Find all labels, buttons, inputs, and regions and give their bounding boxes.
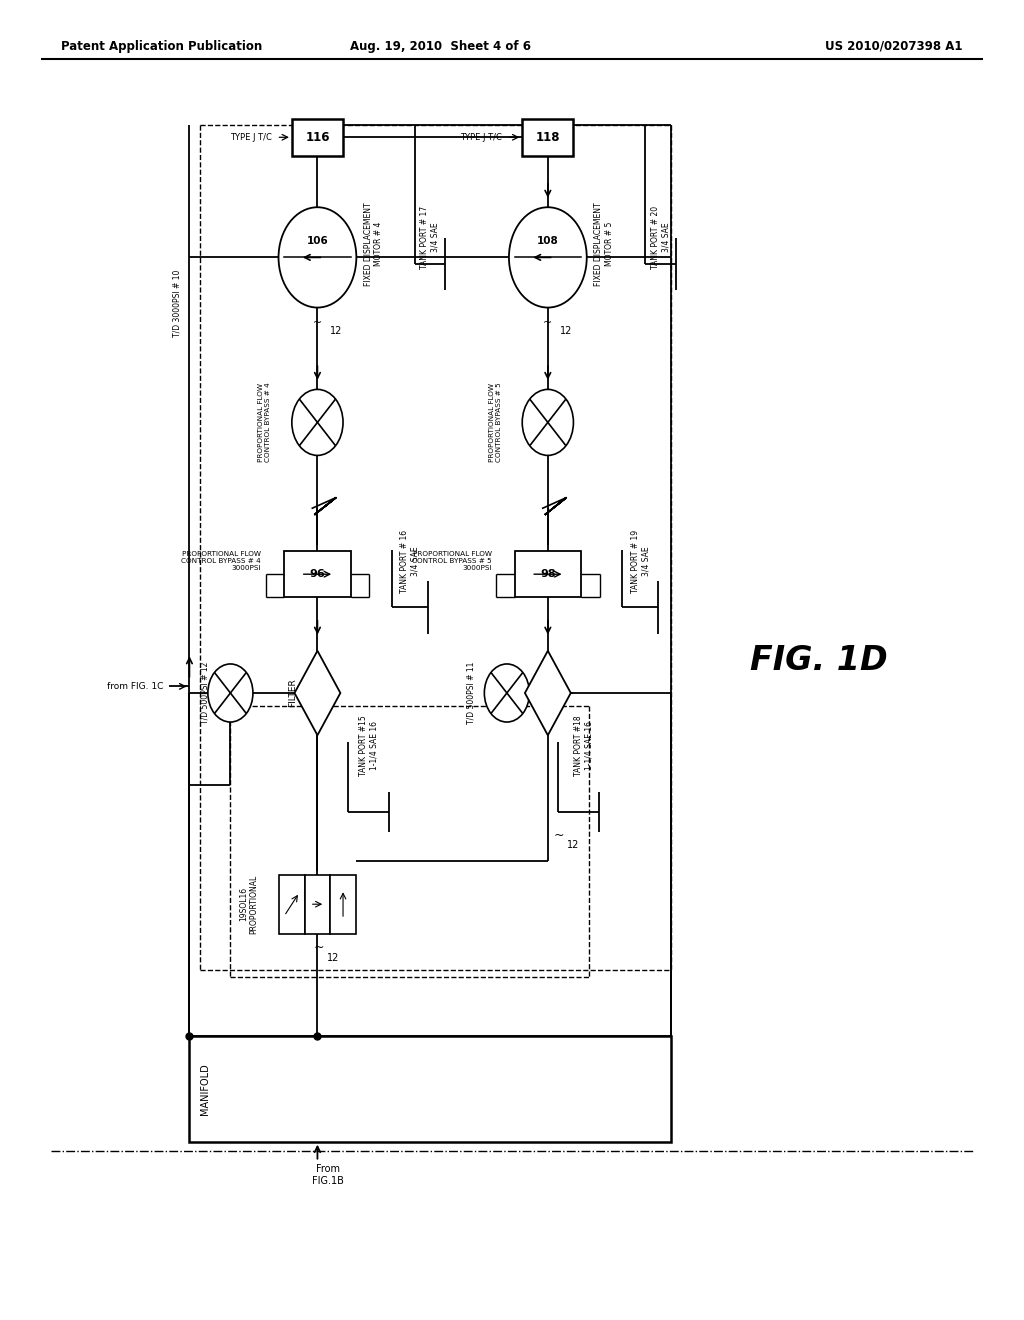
Text: T/D 500PSI # 11: T/D 500PSI # 11: [467, 661, 475, 725]
Text: US 2010/0207398 A1: US 2010/0207398 A1: [825, 40, 963, 53]
Text: FIG. 1D: FIG. 1D: [751, 644, 888, 676]
Text: TANK PORT # 16
3/4 SAE: TANK PORT # 16 3/4 SAE: [400, 529, 420, 593]
Bar: [279, 875, 305, 935]
Bar: [189, 1036, 671, 1142]
Bar: [330, 875, 356, 935]
Text: FIXED DISPLACEMENT
MOTOR # 5: FIXED DISPLACEMENT MOTOR # 5: [595, 202, 613, 286]
Text: TYPE J T/C: TYPE J T/C: [230, 133, 271, 141]
Text: From
FIG.1B: From FIG.1B: [311, 1164, 344, 1185]
Circle shape: [509, 207, 587, 308]
Text: MANIFOLD: MANIFOLD: [200, 1063, 210, 1115]
Text: Patent Application Publication: Patent Application Publication: [61, 40, 263, 53]
Bar: [515, 552, 582, 597]
Text: PROPORTIONAL FLOW
CONTROL BYPASS # 5
3000PSI: PROPORTIONAL FLOW CONTROL BYPASS # 5 300…: [412, 550, 492, 572]
Circle shape: [208, 664, 253, 722]
Text: 12: 12: [560, 326, 572, 337]
Circle shape: [522, 389, 573, 455]
Text: FILTER: FILTER: [288, 678, 297, 708]
Text: FILTER: FILTER: [518, 678, 527, 708]
Circle shape: [279, 207, 356, 308]
Text: TYPE J T/C: TYPE J T/C: [461, 133, 502, 141]
Text: PROPORTIONAL FLOW
CONTROL BYPASS # 4
3000PSI: PROPORTIONAL FLOW CONTROL BYPASS # 4 300…: [181, 550, 261, 572]
Text: TANK PORT # 20
3/4 SAE: TANK PORT # 20 3/4 SAE: [651, 206, 670, 269]
Text: T/D 500PSI # 12: T/D 500PSI # 12: [201, 661, 209, 725]
Circle shape: [484, 664, 529, 722]
Text: 12: 12: [330, 326, 342, 337]
Text: ~: ~: [543, 318, 553, 329]
Circle shape: [292, 389, 343, 455]
Text: FIXED DISPLACEMENT
MOTOR # 4: FIXED DISPLACEMENT MOTOR # 4: [365, 202, 383, 286]
Bar: [305, 875, 330, 935]
Text: Aug. 19, 2010  Sheet 4 of 6: Aug. 19, 2010 Sheet 4 of 6: [350, 40, 530, 53]
Text: TANK PORT #15
1-1/4 SAE 16: TANK PORT #15 1-1/4 SAE 16: [359, 715, 378, 776]
Text: 118: 118: [536, 131, 560, 144]
Bar: [522, 119, 573, 156]
Text: 116: 116: [305, 131, 330, 144]
Text: 96: 96: [309, 569, 326, 579]
Text: PROPORTIONAL FLOW
CONTROL BYPASS # 4: PROPORTIONAL FLOW CONTROL BYPASS # 4: [258, 383, 271, 462]
Text: TANK PORT #18
1-1/4 SAE 16: TANK PORT #18 1-1/4 SAE 16: [574, 715, 593, 776]
Text: ~: ~: [554, 829, 564, 842]
Text: 12: 12: [567, 840, 580, 850]
Bar: [292, 119, 343, 156]
Text: TANK PORT # 17
3/4 SAE: TANK PORT # 17 3/4 SAE: [421, 206, 439, 269]
Polygon shape: [295, 651, 340, 735]
Text: 98: 98: [540, 569, 556, 579]
Text: 106: 106: [306, 236, 329, 247]
Text: T/D 3000PSI # 10: T/D 3000PSI # 10: [173, 269, 181, 338]
Text: PROPORTIONAL FLOW
CONTROL BYPASS # 5: PROPORTIONAL FLOW CONTROL BYPASS # 5: [488, 383, 502, 462]
Text: TANK PORT # 19
3/4 SAE: TANK PORT # 19 3/4 SAE: [631, 529, 650, 593]
Text: ~: ~: [313, 941, 324, 953]
Polygon shape: [525, 651, 570, 735]
Text: 12: 12: [327, 953, 339, 962]
Bar: [284, 552, 350, 597]
Text: from FIG. 1C: from FIG. 1C: [108, 682, 164, 690]
Text: 108: 108: [537, 236, 559, 247]
Text: 19SOL16
PROPORTIONAL: 19SOL16 PROPORTIONAL: [240, 875, 258, 933]
Text: ~: ~: [312, 318, 323, 329]
